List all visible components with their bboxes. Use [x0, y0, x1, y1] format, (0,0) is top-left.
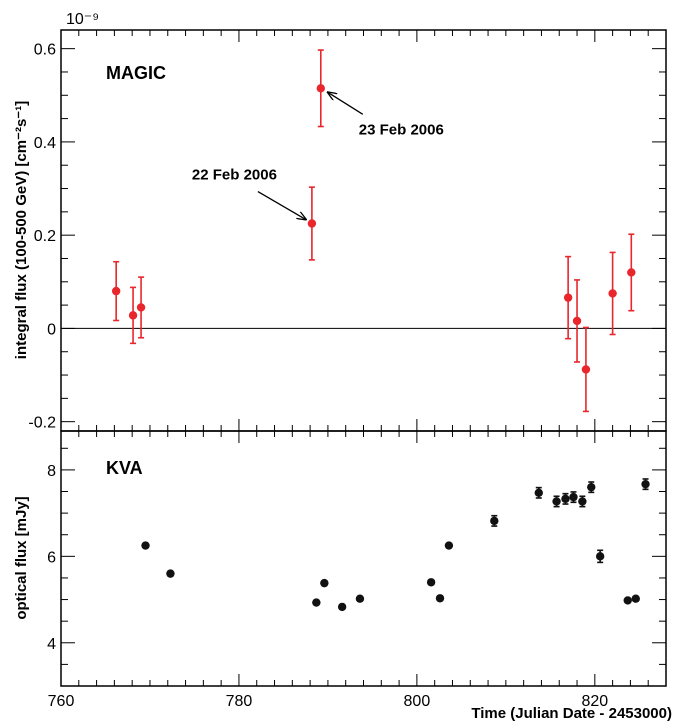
y-tick-label: 8	[47, 463, 56, 480]
marker	[572, 316, 582, 326]
marker	[316, 84, 325, 93]
y-tick-label: 4	[47, 636, 56, 653]
data-point	[572, 279, 582, 363]
marker	[563, 293, 573, 302]
data-point	[631, 594, 640, 603]
marker	[534, 488, 543, 498]
data-point	[141, 541, 150, 550]
data-point	[595, 549, 605, 564]
annotation-arrow	[328, 92, 364, 115]
y-tick-label: 0.4	[34, 135, 56, 152]
data-point	[307, 186, 317, 261]
data-point	[627, 233, 636, 312]
marker	[561, 494, 570, 504]
data-point	[490, 514, 499, 527]
data-point	[569, 491, 578, 504]
marker	[490, 516, 499, 526]
data-point	[561, 492, 570, 505]
marker	[578, 497, 587, 506]
marker	[355, 594, 365, 603]
data-point	[578, 495, 587, 508]
marker	[595, 552, 605, 561]
data-point	[312, 598, 321, 607]
annotation-label: 23 Feb 2006	[359, 121, 444, 138]
data-point	[166, 569, 175, 578]
marker	[307, 219, 317, 228]
marker	[166, 569, 175, 578]
magic-frame	[60, 29, 667, 432]
data-point	[587, 481, 596, 494]
magic-annotations: 22 Feb 2006 23 Feb 2006	[192, 92, 444, 219]
data-point	[534, 486, 543, 499]
marker	[141, 541, 150, 550]
data-point	[111, 260, 121, 322]
y-tick-label: 0.2	[34, 228, 56, 245]
marker	[641, 479, 650, 489]
data-point	[581, 326, 591, 413]
x-axis-label: Time (Julian Date - 2453000)	[471, 705, 672, 722]
magic-y-axis-label: integral flux (100-500 GeV) [cm⁻²s⁻¹]	[13, 101, 30, 359]
marker	[128, 311, 138, 320]
kva-frame	[60, 430, 667, 687]
x-tick-label: 760	[48, 693, 75, 710]
kva-axis-ticks: 760 780 800 820 4 6 8	[47, 431, 667, 710]
y-tick-label: 6	[47, 549, 56, 566]
x-tick-label: 780	[226, 693, 253, 710]
annotation-arrow	[257, 190, 306, 220]
data-point	[320, 578, 329, 588]
data-point	[316, 49, 325, 128]
marker	[444, 541, 454, 550]
kva-panel-title: KVA	[106, 458, 143, 478]
data-point	[136, 276, 146, 339]
data-point	[355, 594, 365, 603]
marker	[552, 497, 561, 506]
marker	[111, 286, 121, 296]
marker	[569, 492, 578, 502]
kva-data-points	[141, 478, 650, 612]
marker	[136, 303, 146, 312]
data-point	[563, 255, 573, 340]
kva-y-axis-label: optical flux [mJy]	[13, 496, 30, 619]
marker	[426, 578, 436, 587]
marker	[435, 594, 445, 603]
data-point	[608, 251, 617, 336]
marker	[623, 596, 632, 605]
y-multiplier: 10⁻⁹	[66, 11, 99, 28]
x-tick-label: 800	[404, 693, 431, 710]
marker	[587, 482, 596, 492]
data-point	[552, 495, 561, 508]
magic-panel: -0.2 0 0.2 0.4 0.6 22 Feb 2006 23 Feb 2006 MA…	[13, 11, 667, 432]
marker	[627, 268, 636, 277]
data-point	[641, 478, 650, 491]
marker	[320, 578, 329, 588]
magic-axis-ticks: -0.2 0 0.2 0.4 0.6	[28, 30, 667, 432]
marker	[581, 365, 591, 374]
data-point	[444, 541, 454, 550]
marker	[608, 289, 617, 298]
x-tick-label: 820	[581, 693, 608, 710]
marker	[631, 594, 640, 603]
data-point	[337, 602, 347, 612]
y-tick-label: 0	[47, 321, 56, 338]
kva-panel: 760 780 800 820 4 6 8 KVA optical flux [mJy] T…	[13, 430, 672, 722]
y-tick-label: -0.2	[28, 415, 56, 432]
data-point	[426, 578, 436, 587]
y-tick-label: 0.6	[34, 42, 56, 59]
data-point	[128, 286, 138, 345]
marker	[337, 602, 347, 612]
marker	[312, 598, 321, 607]
data-point	[435, 594, 445, 603]
data-point	[623, 596, 632, 605]
magic-panel-title: MAGIC	[106, 63, 166, 83]
magic-data-points	[111, 49, 636, 413]
annotation-label: 22 Feb 2006	[192, 167, 277, 184]
